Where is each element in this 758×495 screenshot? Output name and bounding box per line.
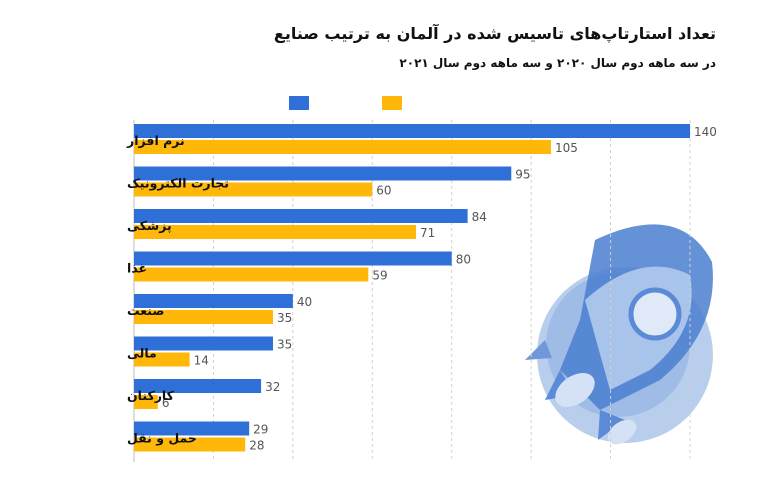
legend-swatch-series-2	[382, 96, 402, 110]
bar	[134, 267, 369, 282]
bars-group	[134, 124, 690, 452]
category-label: تجارت الکترونیک	[127, 176, 229, 191]
bar	[134, 294, 293, 308]
category-label: نرم افزار	[126, 133, 185, 149]
category-label: کارکنان	[127, 388, 175, 403]
category-label: مالی	[127, 346, 157, 361]
category-label: حمل و نقل	[127, 431, 197, 446]
bar	[134, 336, 273, 351]
value-label: 59	[372, 269, 387, 283]
value-label: 84	[472, 210, 487, 224]
bar	[134, 437, 246, 452]
bar	[134, 352, 190, 367]
bar	[134, 225, 416, 239]
value-label: 60	[376, 184, 391, 198]
value-labels-group: 140 105 95 60 84 71 80 59 40 35 35 14 32 6 29 28	[162, 125, 717, 453]
category-labels-group: نرم افزار تجارت الکترونیک پزشکی غذا صنعت مالی…	[126, 133, 229, 446]
category-label: صنعت	[127, 303, 164, 318]
bar	[134, 182, 373, 197]
bar	[134, 166, 512, 181]
value-label: 105	[555, 141, 578, 155]
value-label: 29	[253, 423, 268, 437]
bar	[134, 124, 690, 138]
value-label: 28	[249, 439, 264, 453]
value-label: 71	[420, 226, 435, 240]
value-label: 14	[194, 354, 209, 368]
value-label: 32	[265, 380, 280, 394]
bar	[134, 379, 262, 393]
value-label: 35	[277, 338, 292, 352]
value-label: 6	[162, 396, 170, 410]
value-label: 80	[456, 253, 471, 267]
value-label: 140	[694, 125, 717, 139]
rocket-illustration	[525, 224, 713, 445]
bar	[134, 209, 468, 223]
bar	[134, 140, 551, 154]
chart-title: تعداد استارتاپ‌های تاسیس شده در آلمان به…	[273, 24, 716, 43]
value-label: 35	[277, 311, 292, 325]
category-label: پزشکی	[127, 218, 172, 233]
bar	[134, 421, 250, 436]
value-label: 95	[515, 168, 530, 182]
legend-swatch-series-1	[289, 96, 309, 110]
bar	[134, 310, 273, 324]
bar	[134, 251, 452, 266]
category-label: غذا	[127, 261, 147, 276]
bar	[134, 395, 158, 409]
value-label: 40	[297, 295, 312, 309]
chart-subtitle: در سه ماهه دوم سال ۲۰۲۰ و سه ماهه دوم سا…	[399, 56, 716, 70]
